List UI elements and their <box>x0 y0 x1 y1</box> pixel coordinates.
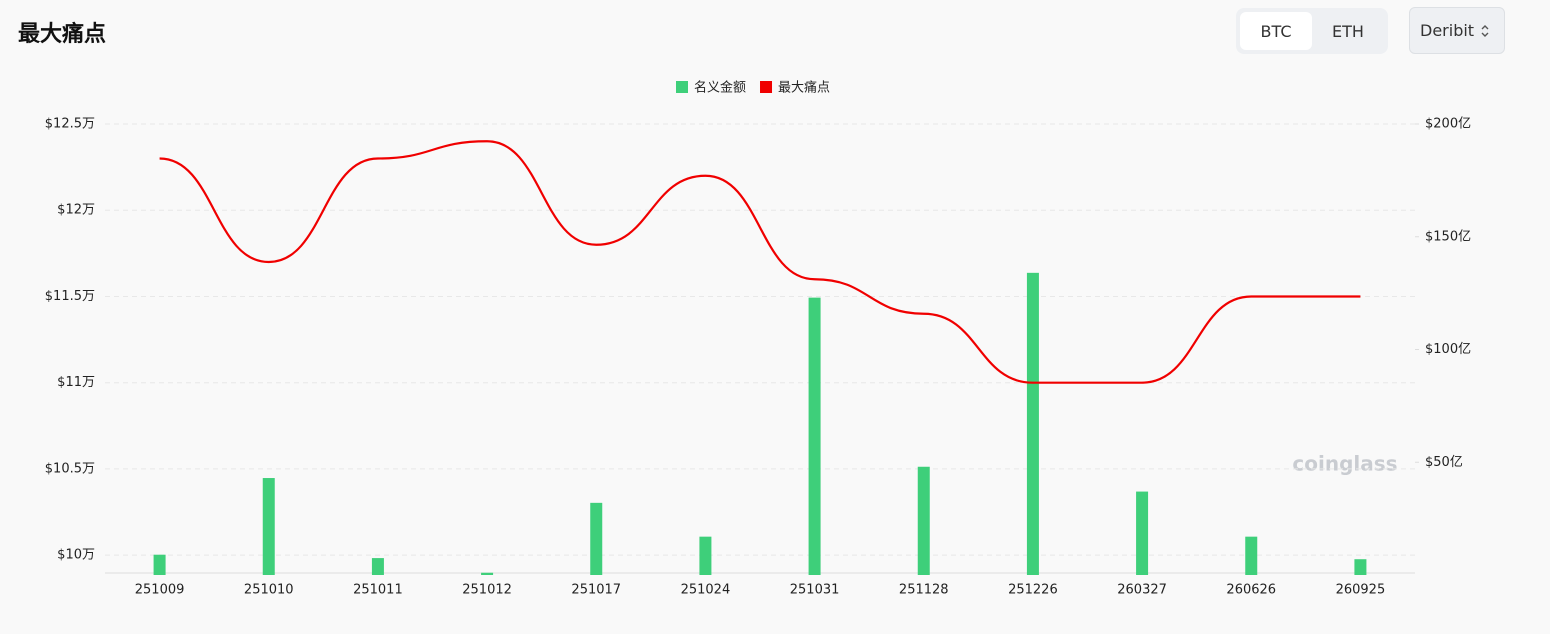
bar <box>262 478 275 575</box>
x-tick-label: 251031 <box>790 583 840 598</box>
x-tick-label: 260925 <box>1336 583 1386 598</box>
x-tick-label: 251024 <box>681 583 731 598</box>
x-tick-label: 251011 <box>353 583 403 598</box>
bar <box>808 297 821 575</box>
coin-button[interactable]: ETH <box>1332 21 1364 41</box>
y-tick-label: $12.5万 <box>45 117 95 132</box>
coin-button[interactable]: BTC <box>1240 12 1312 50</box>
y-tick-label: $11.5万 <box>45 289 95 304</box>
y2-tick-label: $150亿 <box>1425 229 1471 244</box>
y-tick-label: $11万 <box>57 375 95 390</box>
bar <box>371 558 384 575</box>
bar <box>1136 491 1149 575</box>
x-tick-label: 251128 <box>899 583 949 598</box>
y2-tick-label: $50亿 <box>1425 455 1463 470</box>
y-tick-label: $10万 <box>57 548 95 563</box>
select-icon <box>1481 24 1489 37</box>
x-tick-label: 260626 <box>1226 583 1276 598</box>
y2-tick-label: $100亿 <box>1425 342 1471 357</box>
y-tick-label: $12万 <box>57 203 95 218</box>
coin-toggle: BTC ETH <box>1236 8 1388 54</box>
bar <box>917 466 930 575</box>
x-tick-label: 251017 <box>571 583 621 598</box>
legend-swatch <box>676 81 688 93</box>
page-title: 最大痛点 <box>18 22 107 47</box>
legend-label: 名义金额 <box>694 80 746 96</box>
x-tick-label: 251226 <box>1008 583 1058 598</box>
bar <box>481 572 494 575</box>
legend-swatch <box>760 81 773 93</box>
watermark: coinglass <box>1292 452 1397 476</box>
bar <box>1354 559 1367 575</box>
exchange-label: Deribit <box>1420 21 1475 40</box>
bar <box>1245 536 1258 575</box>
x-tick-label: 251012 <box>462 583 512 598</box>
bar <box>699 536 712 575</box>
y2-tick-label: $200亿 <box>1425 117 1471 132</box>
bar <box>590 502 603 575</box>
legend-label: 最大痛点 <box>778 80 830 96</box>
line <box>159 140 1361 384</box>
exchange-select[interactable]: Deribit <box>1409 7 1505 54</box>
x-tick-label: 251009 <box>135 583 185 598</box>
x-tick-label: 251010 <box>244 583 294 598</box>
y-tick-label: $10.5万 <box>45 461 95 476</box>
bar <box>1026 272 1039 575</box>
x-tick-label: 260327 <box>1117 583 1167 598</box>
bar <box>153 554 166 575</box>
